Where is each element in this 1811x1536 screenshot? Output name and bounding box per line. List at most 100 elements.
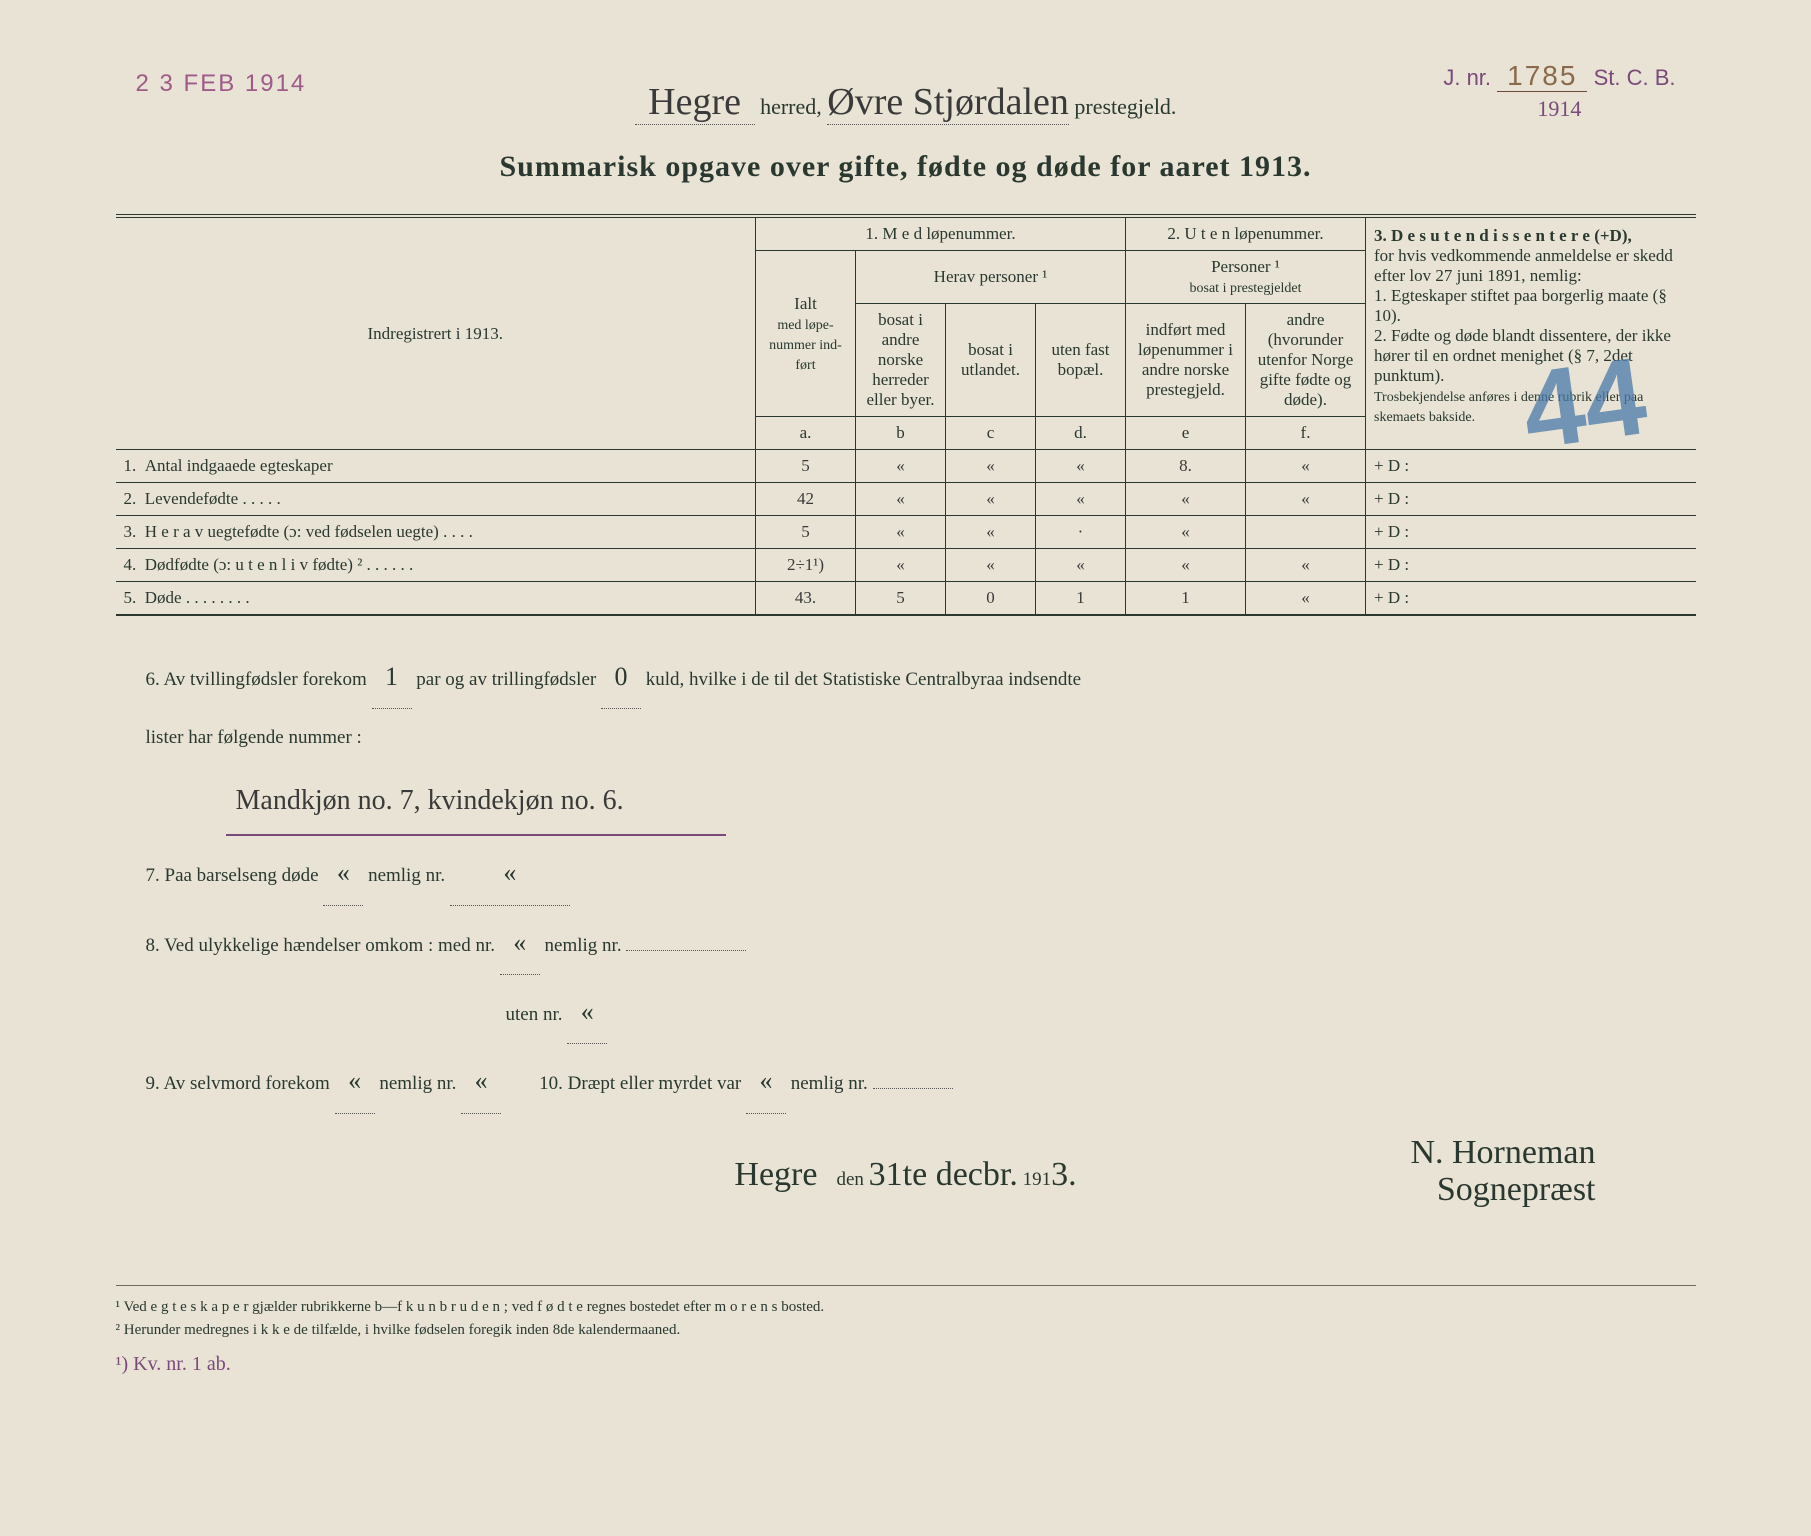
letter-f: f. bbox=[1246, 417, 1366, 450]
table-row: 5. Døde . . . . . . . . 43. 5 0 1 1 « + … bbox=[116, 582, 1696, 616]
personer-header: Personer ¹ bosat i prestegjeldet bbox=[1126, 251, 1366, 304]
personer-sub: bosat i prestegjeldet bbox=[1190, 281, 1302, 296]
cell: « bbox=[946, 483, 1036, 516]
cell: 42 bbox=[756, 483, 856, 516]
cell: « bbox=[1036, 483, 1126, 516]
line-6-detail: Mandkjøn no. 7, kvindekjøn no. 6. bbox=[146, 767, 1666, 836]
cell: « bbox=[856, 483, 946, 516]
sig-place: Hegre bbox=[734, 1156, 817, 1193]
personer-label: Personer ¹ bbox=[1211, 257, 1280, 276]
letter-b: b bbox=[856, 417, 946, 450]
date-stamp: 2 3 FEB 1914 bbox=[136, 70, 307, 98]
cell: « bbox=[1246, 549, 1366, 582]
prestegjeld-label: prestegjeld. bbox=[1074, 94, 1176, 119]
cell: « bbox=[856, 450, 946, 483]
cell: 1 bbox=[1126, 582, 1246, 616]
jnr-label: J. nr. bbox=[1443, 65, 1491, 90]
footnote-2: ² Herunder medregnes i k k e de tilfælde… bbox=[116, 1319, 1696, 1342]
herav-header: Herav personer ¹ bbox=[856, 251, 1126, 304]
signature: N. Horneman Sognepræst bbox=[1410, 1134, 1595, 1209]
herred-value: Hegre bbox=[635, 80, 755, 125]
col3-small: Trosbekjendelse anføres i denne rubrik e… bbox=[1374, 390, 1643, 425]
cell: · bbox=[1036, 516, 1126, 549]
line-9-10: 9. Av selvmord forekom « nemlig nr. « 10… bbox=[146, 1050, 1666, 1113]
cell: 5 bbox=[756, 516, 856, 549]
lower-section: 6. Av tvillingfødsler forekom 1 par og a… bbox=[116, 646, 1696, 1215]
cell: « bbox=[1126, 549, 1246, 582]
col-c-header: bosat i utlandet. bbox=[946, 304, 1036, 417]
cell: + D : bbox=[1366, 516, 1696, 549]
col3-title: 3. D e s u t e n d i s s e n t e r e (+D… bbox=[1374, 226, 1632, 245]
letter-a: a. bbox=[756, 417, 856, 450]
cell: + D : bbox=[1366, 450, 1696, 483]
journal-stamp: J. nr. 1785 St. C. B. 1914 bbox=[1443, 60, 1675, 122]
jnr-year: 1914 bbox=[1443, 96, 1675, 122]
table-row: 2. Levendefødte . . . . . 42 « « « « « +… bbox=[116, 483, 1696, 516]
row-header: Indregistrert i 1913. bbox=[116, 216, 756, 450]
footnote-hand: ¹) Kv. nr. 1 ab. bbox=[116, 1349, 1696, 1379]
cell: 5 bbox=[756, 450, 856, 483]
col2-title: 2. U t e n løpenummer. bbox=[1126, 216, 1366, 251]
cell: + D : bbox=[1366, 483, 1696, 516]
row2-label: 2. Levendefødte . . . . . bbox=[116, 483, 756, 516]
cell: « bbox=[1246, 582, 1366, 616]
col-b-header: bosat i andre norske herreder eller byer… bbox=[856, 304, 946, 417]
line-6: 6. Av tvillingfødsler forekom 1 par og a… bbox=[146, 646, 1666, 709]
footnote-1: ¹ Ved e g t e s k a p e r gjælder rubrik… bbox=[116, 1296, 1696, 1319]
line-6b: lister har følgende nummer : bbox=[146, 715, 1666, 761]
cell: « bbox=[856, 516, 946, 549]
table-row: 3. H e r a v uegtefødte (ɔ: ved fødselen… bbox=[116, 516, 1696, 549]
ialt-header: Ialt med løpe-nummer ind-ført bbox=[756, 251, 856, 417]
herred-label: herred, bbox=[760, 94, 822, 119]
letter-c: c bbox=[946, 417, 1036, 450]
line-8b: uten nr. « bbox=[146, 981, 1666, 1044]
cell: 43. bbox=[756, 582, 856, 616]
cell: 2÷1¹) bbox=[756, 549, 856, 582]
col3-cell: 3. D e s u t e n d i s s e n t e r e (+D… bbox=[1366, 216, 1696, 450]
cell: 0 bbox=[946, 582, 1036, 616]
row4-label: 4. Dødfødte (ɔ: u t e n l i v fødte) ² .… bbox=[116, 549, 756, 582]
line-8: 8. Ved ulykkelige hændelser omkom : med … bbox=[146, 912, 1666, 975]
footnotes: ¹ Ved e g t e s k a p e r gjælder rubrik… bbox=[116, 1285, 1696, 1379]
col-e-header: indført med løpenummer i andre norske pr… bbox=[1126, 304, 1246, 417]
stcb-label: St. C. B. bbox=[1594, 65, 1676, 90]
col1-title: 1. M e d løpenummer. bbox=[756, 216, 1126, 251]
jnr-number: 1785 bbox=[1497, 60, 1587, 92]
cell: 1 bbox=[1036, 582, 1126, 616]
signature-line: Hegre den 31te decbr. 1913. N. Horneman … bbox=[146, 1134, 1666, 1216]
cell: « bbox=[946, 516, 1036, 549]
cell: « bbox=[1036, 450, 1126, 483]
cell: « bbox=[1126, 483, 1246, 516]
row1-label: 1. Antal indgaaede egteskaper bbox=[116, 450, 756, 483]
col-f-header: andre (hvorunder utenfor Norge gifte fød… bbox=[1246, 304, 1366, 417]
twins-value: 1 bbox=[372, 646, 412, 709]
letter-d: d. bbox=[1036, 417, 1126, 450]
cell: 8. bbox=[1126, 450, 1246, 483]
cell: « bbox=[1036, 549, 1126, 582]
letter-e: e bbox=[1126, 417, 1246, 450]
row5-label: 5. Døde . . . . . . . . bbox=[116, 582, 756, 616]
table-row: 4. Dødfødte (ɔ: u t e n l i v fødte) ² .… bbox=[116, 549, 1696, 582]
cell: « bbox=[946, 549, 1036, 582]
ialt-label: Ialt bbox=[794, 294, 817, 313]
prestegjeld-value: Øvre Stjørdalen bbox=[827, 80, 1069, 125]
line-7: 7. Paa barselseng døde « nemlig nr. « bbox=[146, 842, 1666, 905]
document-page: 2 3 FEB 1914 J. nr. 1785 St. C. B. 1914 … bbox=[56, 20, 1756, 1419]
row3-label: 3. H e r a v uegtefødte (ɔ: ved fødselen… bbox=[116, 516, 756, 549]
cell: « bbox=[946, 450, 1036, 483]
cell: « bbox=[1126, 516, 1246, 549]
col-d-header: uten fast bopæl. bbox=[1036, 304, 1126, 417]
table-row: 1. Antal indgaaede egteskaper 5 « « « 8.… bbox=[116, 450, 1696, 483]
cell: 5 bbox=[856, 582, 946, 616]
page-title: Summarisk opgave over gifte, fødte og dø… bbox=[116, 150, 1696, 184]
twins-detail: Mandkjøn no. 7, kvindekjøn no. 6. bbox=[226, 767, 726, 836]
cell: « bbox=[1246, 450, 1366, 483]
cell: « bbox=[856, 549, 946, 582]
ialt-sub: med løpe-nummer ind-ført bbox=[769, 318, 842, 373]
col3-text: for hvis vedkommende anmeldelse er skedd… bbox=[1374, 246, 1673, 385]
cell: « bbox=[1246, 483, 1366, 516]
triplets-value: 0 bbox=[601, 646, 641, 709]
cell bbox=[1246, 516, 1366, 549]
cell: + D : bbox=[1366, 549, 1696, 582]
cell: + D : bbox=[1366, 582, 1696, 616]
